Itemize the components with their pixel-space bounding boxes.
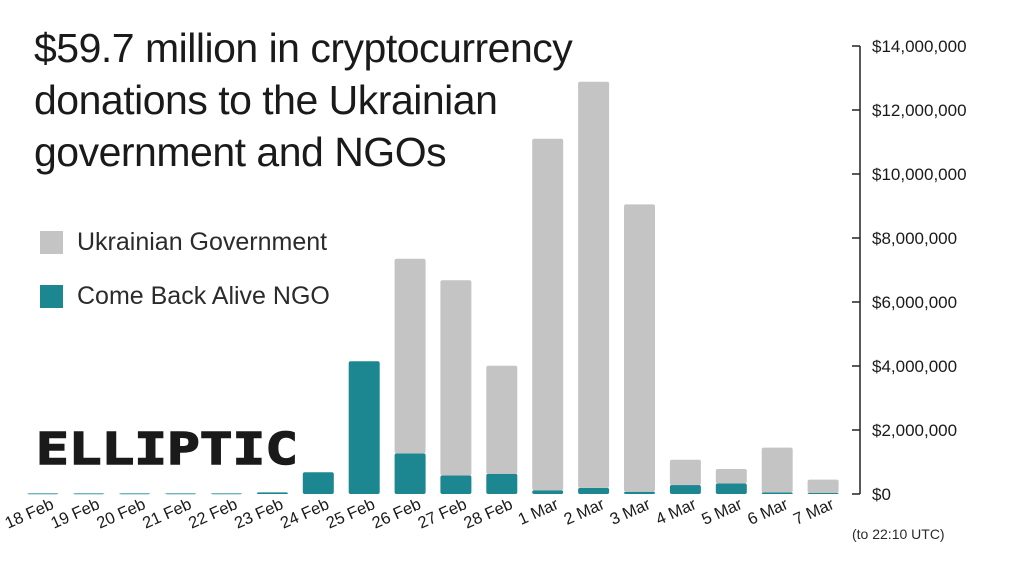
x-tick-label: 24 Feb	[278, 495, 332, 532]
bar-government-28-feb	[486, 365, 518, 474]
x-tick-label: 22 Feb	[186, 495, 240, 532]
x-tick-label: 21 Feb	[140, 495, 194, 532]
x-tick-label: 19 Feb	[48, 495, 102, 532]
x-tick-label: 7 Mar	[791, 495, 837, 529]
x-tick-label: 18 Feb	[2, 495, 56, 532]
bar-ngo-5-mar	[715, 483, 747, 494]
bar-government-7-mar	[807, 479, 839, 493]
bar-government-3-mar	[624, 204, 655, 492]
bar-ngo-2-mar	[578, 487, 610, 494]
y-tick-label: $2,000,000	[872, 421, 957, 440]
bar-government-27-feb	[440, 280, 472, 476]
bar-ngo-20-feb	[119, 493, 151, 495]
bar-government-6-mar	[761, 447, 793, 493]
x-tick-label: 25 Feb	[324, 495, 378, 532]
bar-ngo-6-mar	[761, 492, 793, 494]
bar-ngo-27-feb	[440, 475, 472, 494]
bar-ngo-3-mar	[624, 491, 655, 494]
bar-ngo-25-feb	[348, 361, 380, 494]
legend-swatch-ngo	[40, 284, 63, 308]
elliptic-logo: ELLIPTIC	[34, 423, 304, 476]
x-tick-label: 6 Mar	[745, 495, 791, 529]
x-tick-label: 23 Feb	[232, 495, 286, 532]
elliptic-logo-text: ELLIPTIC	[36, 428, 298, 470]
bar-ngo-22-feb	[211, 493, 242, 495]
x-tick-label: 5 Mar	[699, 495, 745, 529]
x-tick-label: 28 Feb	[461, 495, 515, 532]
x-tick-label: 1 Mar	[515, 495, 561, 529]
legend-item-government: Ukrainian Government	[40, 224, 330, 260]
bar-ngo-1-mar	[532, 490, 564, 494]
bar-government-26-feb	[394, 258, 426, 454]
chart-title: $59.7 million in cryptocurrency donation…	[34, 25, 573, 175]
y-tick-label: $12,000,000	[872, 101, 967, 120]
x-tick-label: 20 Feb	[94, 495, 148, 532]
bar-government-5-mar	[715, 469, 747, 484]
y-tick-label: $6,000,000	[872, 293, 957, 312]
legend-label-ngo: Come Back Alive NGO	[77, 281, 330, 310]
x-tick-label: 26 Feb	[369, 495, 423, 532]
bar-government-1-mar	[532, 138, 564, 491]
bar-ngo-24-feb	[302, 472, 334, 494]
y-axis: $0 $2,000,000 $4,000,000 $6,000,000 $8,000,0…	[852, 37, 967, 504]
x-tick-label: 2 Mar	[561, 495, 607, 529]
x-tick-label: 27 Feb	[415, 495, 469, 532]
bar-ngo-28-feb	[486, 473, 518, 494]
bar-ngo-19-feb	[73, 493, 105, 495]
bar-ngo-23-feb	[256, 492, 288, 494]
y-tick-label: $10,000,000	[872, 165, 967, 184]
bars-layer	[27, 81, 839, 495]
bar-ngo-4-mar	[669, 485, 701, 494]
y-tick-label: $4,000,000	[872, 357, 957, 376]
y-tick-label: $14,000,000	[872, 37, 967, 56]
legend-item-ngo: Come Back Alive NGO	[40, 278, 330, 314]
y-tick-label: $0	[872, 485, 891, 504]
time-note: (to 22:10 UTC)	[852, 526, 945, 542]
bar-ngo-18-feb	[27, 493, 59, 495]
legend: Ukrainian Government Come Back Alive NGO	[40, 224, 330, 332]
legend-label-government: Ukrainian Government	[77, 227, 328, 256]
bar-government-4-mar	[669, 459, 701, 486]
bar-ngo-7-mar	[807, 493, 839, 494]
bar-ngo-21-feb	[165, 493, 197, 495]
x-tick-label: 4 Mar	[653, 495, 699, 529]
bar-ngo-26-feb	[394, 453, 426, 494]
x-tick-label: 3 Mar	[607, 495, 653, 529]
y-tick-label: $8,000,000	[872, 229, 957, 248]
bar-government-2-mar	[578, 81, 610, 488]
legend-swatch-government	[40, 230, 63, 254]
